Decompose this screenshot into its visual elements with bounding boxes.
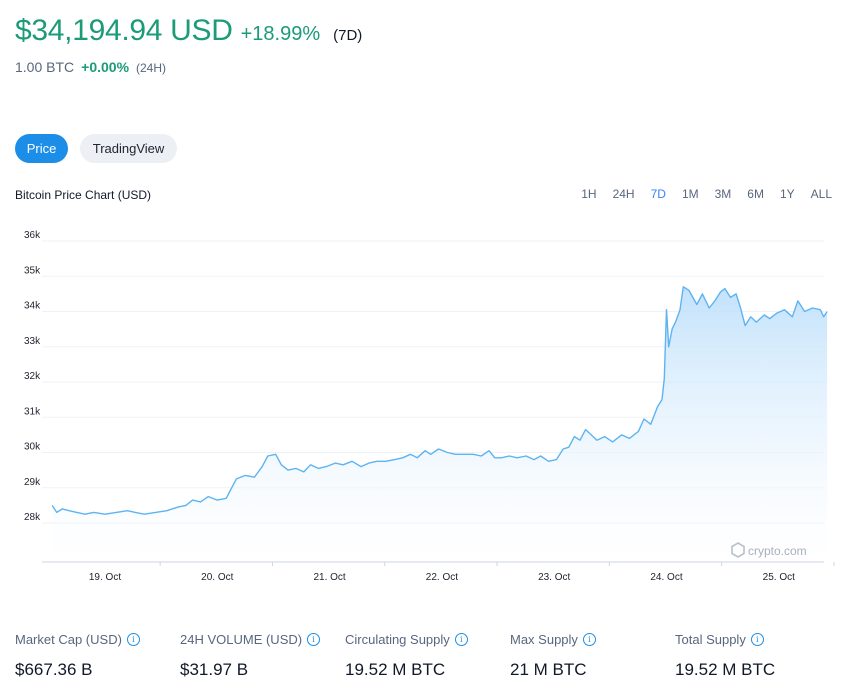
- info-icon[interactable]: i: [454, 633, 468, 646]
- stat-value: 21 M BTC: [510, 660, 587, 679]
- y-tick-label: 34k: [24, 301, 41, 312]
- price-chart[interactable]: 28k 29k 30k 31k 32k 33k 34k 35k 36k 19. Oct 20. Oc…: [0, 225, 850, 595]
- range-6m[interactable]: 6M: [747, 187, 764, 201]
- price-change-period: (7D): [333, 27, 363, 44]
- y-tick-label: 36k: [24, 230, 41, 241]
- y-tick-label: 30k: [24, 442, 41, 453]
- y-tick-label: 29k: [24, 477, 41, 488]
- range-1y[interactable]: 1Y: [779, 187, 795, 201]
- tab-price[interactable]: Price: [15, 134, 68, 163]
- price-header: $34,194.94 USD +18.99% (7D): [15, 14, 362, 48]
- chart-type-tabs: Price TradingView: [15, 134, 177, 163]
- stat-circulating-supply: Circulating Supply i 19.52 M BTC: [345, 632, 510, 680]
- stat-value: $667.36 B: [15, 660, 93, 679]
- stat-value: 19.52 M BTC: [675, 660, 776, 679]
- x-tick-label: 23. Oct: [538, 572, 570, 583]
- x-tick-label: 22. Oct: [426, 572, 458, 583]
- range-1m[interactable]: 1M: [681, 187, 699, 201]
- stats-row: Market Cap (USD) i $667.36 B 24H VOLUME (…: [15, 632, 840, 680]
- chart-title: Bitcoin Price Chart (USD): [15, 188, 152, 202]
- info-icon[interactable]: i: [750, 633, 764, 646]
- y-tick-label: 35k: [24, 265, 41, 276]
- stat-label: Total Supply: [675, 632, 746, 647]
- x-tick-label: 25. Oct: [763, 572, 795, 583]
- y-tick-label: 33k: [24, 336, 41, 347]
- crypto-logo-icon: [731, 542, 745, 558]
- stat-max-supply: Max Supply i 21 M BTC: [510, 632, 675, 680]
- info-icon[interactable]: i: [126, 633, 140, 646]
- stat-label: 24H VOLUME (USD): [180, 632, 303, 647]
- x-tick-label: 19. Oct: [89, 572, 121, 583]
- range-all[interactable]: ALL: [810, 187, 832, 201]
- y-tick-label: 32k: [24, 371, 41, 382]
- range-3m[interactable]: 3M: [714, 187, 732, 201]
- stat-total-supply: Total Supply i 19.52 M BTC: [675, 632, 840, 680]
- btc-amount: 1.00 BTC: [15, 59, 75, 75]
- x-tick-label: 20. Oct: [201, 572, 233, 583]
- stat-24h-volume: 24H VOLUME (USD) i $31.97 B: [180, 632, 345, 680]
- y-tick-label: 28k: [24, 512, 41, 523]
- btc-change-period: (24H): [136, 61, 167, 75]
- range-24h[interactable]: 24H: [612, 187, 635, 201]
- x-tick-label: 24. Oct: [650, 572, 682, 583]
- info-icon[interactable]: i: [307, 633, 321, 646]
- stat-value: $31.97 B: [180, 660, 249, 679]
- stat-market-cap: Market Cap (USD) i $667.36 B: [15, 632, 180, 680]
- x-tick-label: 21. Oct: [313, 572, 345, 583]
- range-1h[interactable]: 1H: [581, 187, 597, 201]
- stat-label: Circulating Supply: [345, 632, 450, 647]
- price-change-percent: +18.99%: [240, 23, 321, 45]
- current-price: $34,194.94 USD: [15, 14, 233, 47]
- btc-change-percent: +0.00%: [81, 59, 130, 75]
- tab-tradingview[interactable]: TradingView: [80, 134, 177, 163]
- range-7d[interactable]: 7D: [650, 187, 666, 201]
- y-tick-label: 31k: [24, 406, 41, 417]
- stat-label: Market Cap (USD): [15, 632, 122, 647]
- price-area: [52, 286, 828, 562]
- watermark-text: crypto.com: [748, 544, 807, 558]
- stat-value: 19.52 M BTC: [345, 660, 446, 679]
- price-line: [51, 286, 828, 515]
- stat-label: Max Supply: [510, 632, 578, 647]
- time-range-selector: 1H 24H 7D 1M 3M 6M 1Y ALL: [565, 187, 832, 201]
- info-icon[interactable]: i: [582, 633, 596, 646]
- btc-conversion: 1.00 BTC +0.00% (24H): [15, 59, 166, 75]
